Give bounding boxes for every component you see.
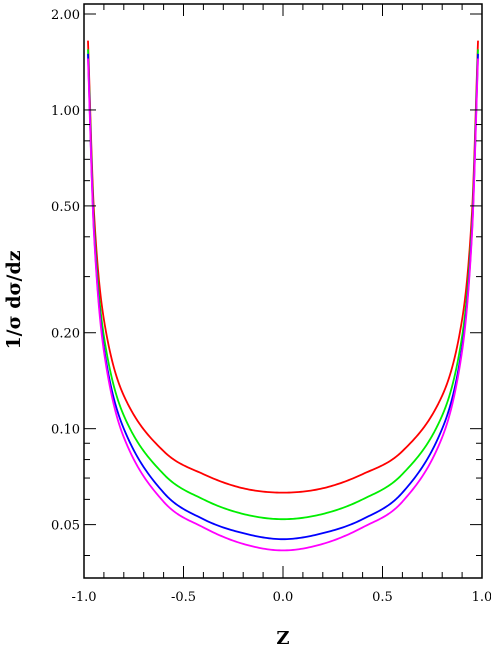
x-tick-label: -1.0 [71, 590, 96, 605]
tick-layer: -1.0 -0.5 0.0 0.5 1.0 0.05 0.10 0.20 0.50 1.00 2.0… [51, 4, 491, 605]
y-tick-label: 2.00 [51, 8, 80, 23]
x-tick-label: 1.0 [472, 590, 491, 605]
series-line-3 [87, 53, 479, 541]
y-axis-label: 1/σ dσ/dz [3, 250, 25, 349]
x-tick-label: 0.5 [372, 590, 393, 605]
y-tick-label: 0.50 [51, 200, 80, 215]
y-tick-label: 0.20 [51, 327, 80, 342]
x-axis-label: Z [276, 628, 289, 649]
y-tick-label: 0.05 [51, 519, 80, 534]
x-tick-label: 0.0 [273, 590, 294, 605]
series-line-1 [87, 40, 479, 494]
y-tick-label: 0.10 [51, 423, 80, 438]
series-layer [87, 40, 479, 552]
series-line-2 [87, 49, 479, 521]
plot-frame [83, 3, 483, 579]
y-tick-label: 1.00 [51, 104, 80, 119]
series-line-4 [87, 58, 479, 552]
x-tick-label: -0.5 [171, 590, 196, 605]
